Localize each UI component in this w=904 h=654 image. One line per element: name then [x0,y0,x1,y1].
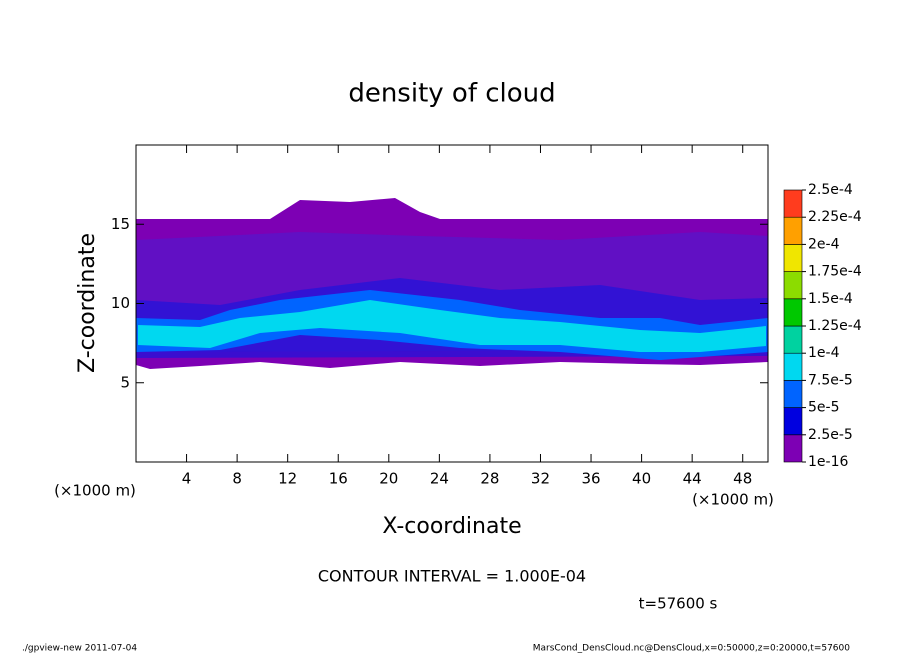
y-tick-label: 5 [120,373,130,391]
time-label: t=57600 s [639,595,718,613]
y-axis-label: Z-coordinate [75,233,100,373]
x-unit-left: (×1000 m) [54,482,136,500]
colorbar-label: 2e-4 [808,236,840,252]
x-tick-label: 8 [232,470,242,488]
y-tick-label: 15 [111,215,130,233]
x-unit-right: (×1000 m) [692,491,774,509]
x-tick-label: 32 [531,470,550,488]
chart-title: density of cloud [348,79,555,109]
colorbar-box [783,325,803,354]
colorbar-box [783,380,803,408]
x-tick-label: 48 [733,470,752,488]
colorbar-box [783,298,803,327]
contour-field [136,198,768,369]
colorbar-box [783,434,803,463]
x-tick-label: 16 [329,470,348,488]
x-axis-label: X-coordinate [382,514,521,539]
footer-left: ./gpview-new 2011-07-04 [22,644,137,654]
x-tick-label: 36 [581,470,600,488]
colorbar-label: 1e-4 [808,345,840,361]
colorbar-label: 2.5e-5 [808,427,853,443]
x-tick-label: 40 [632,470,651,488]
colorbar-label: 1.25e-4 [808,318,862,334]
colorbar-box [783,216,803,245]
y-tick-label: 10 [111,294,130,312]
colorbar-box [783,271,803,300]
colorbar-label: 1.75e-4 [808,264,862,280]
colorbar-box [783,189,803,218]
x-tick-label: 28 [480,470,499,488]
x-tick-label: 4 [182,470,192,488]
x-tick-label: 20 [379,470,398,488]
colorbar-label: 1.5e-4 [808,291,853,307]
x-tick-label: 24 [430,470,449,488]
x-tick-label: 44 [683,470,702,488]
footer-right: MarsCond_DensCloud.nc@DensCloud,x=0:5000… [533,644,850,654]
colorbar-box [783,407,803,436]
colorbar-label: 2.5e-4 [808,182,853,198]
colorbar-label: 1e-16 [808,454,848,470]
contour-interval: CONTOUR INTERVAL = 1.000E-04 [318,567,586,586]
colorbar-label: 7.5e-5 [808,372,853,388]
x-tick-label: 12 [278,470,297,488]
colorbar-box [783,352,803,381]
colorbar-label: 2.25e-4 [808,209,862,225]
colorbar-box [783,244,803,272]
colorbar-label: 5e-5 [808,400,839,416]
